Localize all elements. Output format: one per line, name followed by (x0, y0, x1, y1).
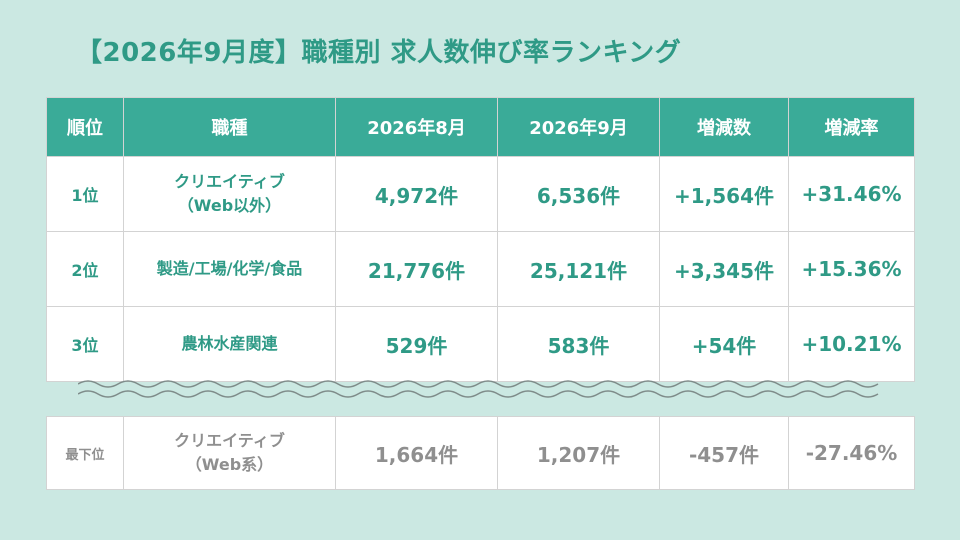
aug-cell: 4,972件 (335, 156, 498, 232)
header-aug: 2026年8月 (335, 97, 498, 157)
header-diff: 増減数 (659, 97, 789, 157)
job-name: クリエイティブ (174, 172, 285, 191)
table-header-row: 順位 職種 2026年8月 2026年9月 増減数 増減率 (46, 97, 915, 157)
job-name: 製造/工場/化学/食品 (156, 259, 303, 278)
page-title: 【2026年9月度】職種別 求人数伸び率ランキング (76, 38, 682, 68)
job-note: （Web系） (185, 455, 274, 474)
rank-cell: 2位 (46, 231, 124, 307)
table-row: 2位 製造/工場/化学/食品 21,776件 25,121件 +3,345件 +… (46, 231, 915, 307)
header-job: 職種 (123, 97, 336, 157)
rank-cell: 3位 (46, 306, 124, 382)
bottom-rank-table: 最下位 クリエイティブ （Web系） 1,664件 1,207件 -457件 -… (46, 416, 915, 490)
rate-cell: +31.46% (788, 156, 915, 232)
sep-cell: 583件 (497, 306, 660, 382)
aug-cell: 1,664件 (335, 416, 498, 490)
job-note: （Web以外） (177, 196, 282, 215)
table-row: 1位 クリエイティブ （Web以外） 4,972件 6,536件 +1,564件… (46, 156, 915, 232)
rate-cell: +10.21% (788, 306, 915, 382)
header-rank: 順位 (46, 97, 124, 157)
job-cell: クリエイティブ （Web系） (123, 416, 336, 490)
sep-cell: 25,121件 (497, 231, 660, 307)
table-row: 3位 農林水産関連 529件 583件 +54件 +10.21% (46, 306, 915, 382)
diff-cell: -457件 (659, 416, 789, 490)
diff-cell: +1,564件 (659, 156, 789, 232)
sep-cell: 1,207件 (497, 416, 660, 490)
diff-cell: +3,345件 (659, 231, 789, 307)
wave-divider (78, 380, 879, 398)
table-row: 最下位 クリエイティブ （Web系） 1,664件 1,207件 -457件 -… (46, 416, 915, 490)
job-cell: クリエイティブ （Web以外） (123, 156, 336, 232)
job-cell: 製造/工場/化学/食品 (123, 231, 336, 307)
aug-cell: 529件 (335, 306, 498, 382)
job-cell: 農林水産関連 (123, 306, 336, 382)
rank-cell: 1位 (46, 156, 124, 232)
job-name: クリエイティブ (174, 431, 285, 450)
rate-cell: -27.46% (788, 416, 915, 490)
header-rate: 増減率 (788, 97, 915, 157)
job-name: 農林水産関連 (181, 334, 278, 353)
wave-line-top (78, 380, 879, 388)
wave-line-bottom (78, 390, 879, 398)
sep-cell: 6,536件 (497, 156, 660, 232)
rank-cell: 最下位 (46, 416, 124, 490)
ranking-table: 順位 職種 2026年8月 2026年9月 増減数 増減率 1位 クリエイティブ… (46, 97, 915, 382)
diff-cell: +54件 (659, 306, 789, 382)
header-sep: 2026年9月 (497, 97, 660, 157)
rate-cell: +15.36% (788, 231, 915, 307)
aug-cell: 21,776件 (335, 231, 498, 307)
